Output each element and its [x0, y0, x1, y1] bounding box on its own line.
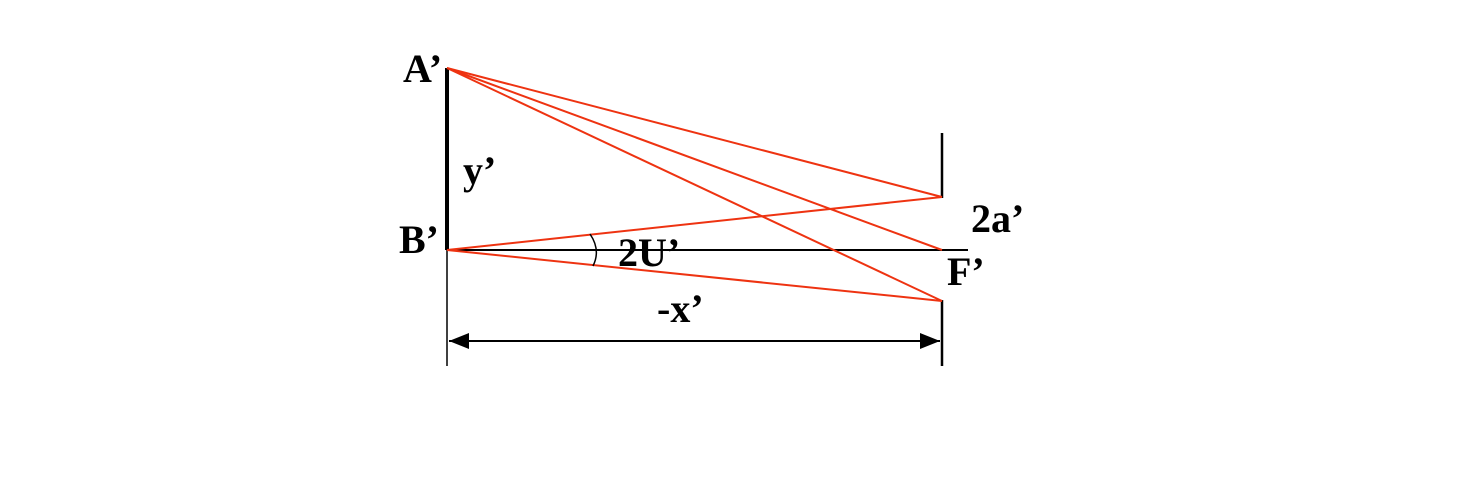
label-y-prime: y’: [463, 148, 496, 193]
ray-b-to-top-aperture: [446, 196, 943, 251]
label-neg-x-prime: -x’: [657, 286, 704, 331]
label-2a-prime: 2a’: [971, 196, 1024, 241]
ray-b-to-bottom-aperture: [446, 249, 943, 302]
label-b-prime: B’: [399, 217, 439, 262]
label-a-prime: A’: [403, 46, 442, 91]
label-f-prime: F’: [947, 249, 985, 294]
ray-a-to-focus: [446, 67, 943, 251]
ray-a-to-top-aperture: [446, 67, 943, 198]
ray-a-to-bottom-aperture: [446, 67, 943, 302]
angle-arc-2u: [589, 233, 598, 267]
label-2u-prime: 2U’: [618, 230, 680, 275]
